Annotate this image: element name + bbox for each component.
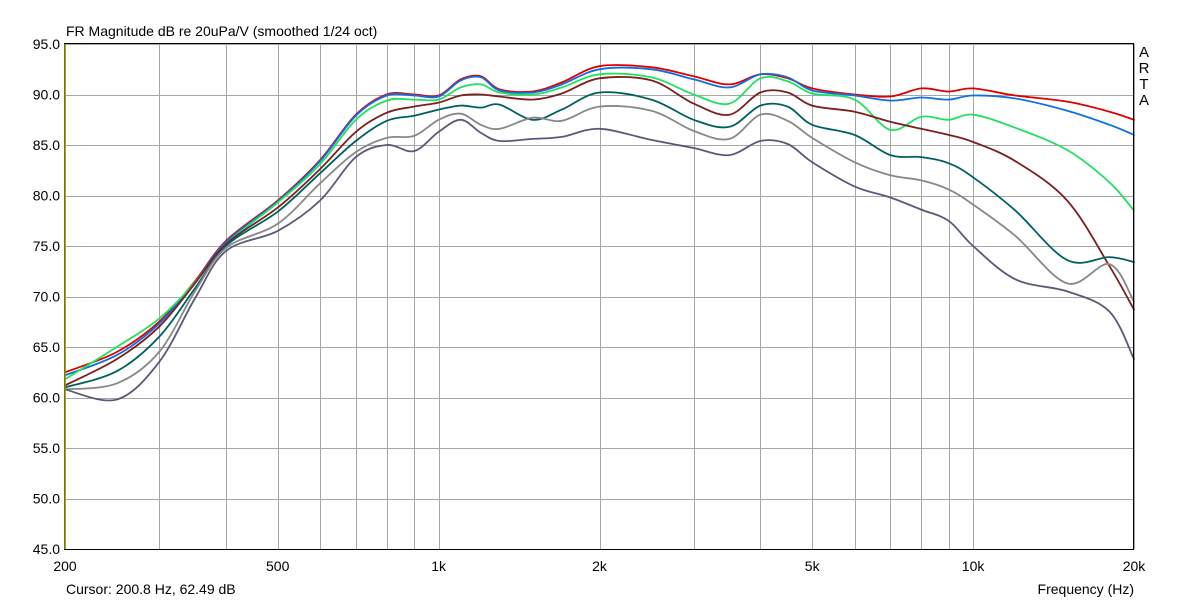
side-letter-3: A bbox=[1139, 92, 1149, 109]
side-letter-0: A bbox=[1139, 44, 1149, 61]
series-line-4 bbox=[64, 91, 1135, 389]
x-tick-label-6: 20k bbox=[1123, 558, 1147, 574]
y-tick-label-10: 95.0 bbox=[33, 36, 60, 52]
cursor-readout: Cursor: 200.8 Hz, 62.49 dB bbox=[66, 581, 236, 597]
x-tick-label-5: 10k bbox=[962, 558, 986, 574]
series-line-2 bbox=[64, 72, 1135, 381]
x-tick-labels: 200 500 1k 2k 5k 10k 20k bbox=[53, 558, 1146, 574]
side-letter-2: T bbox=[1139, 76, 1148, 93]
y-tick-labels: 45.0 50.0 55.0 60.0 65.0 70.0 75.0 80.0 85.0 90.0… bbox=[33, 36, 60, 557]
series-line-6 bbox=[64, 118, 1135, 402]
y-tick-label-2: 55.0 bbox=[33, 440, 60, 456]
y-tick-label-7: 80.0 bbox=[33, 188, 60, 204]
series-line-5 bbox=[64, 105, 1135, 391]
x-tick-label-2: 1k bbox=[431, 558, 447, 574]
y-tick-label-9: 90.0 bbox=[33, 87, 60, 103]
y-tick-label-6: 75.0 bbox=[33, 238, 60, 254]
y-tick-label-3: 60.0 bbox=[33, 390, 60, 406]
x-tick-label-3: 2k bbox=[592, 558, 608, 574]
x-tick-label-0: 200 bbox=[53, 558, 77, 574]
y-tick-label-5: 70.0 bbox=[33, 289, 60, 305]
series-lines bbox=[64, 64, 1135, 402]
grid-lines bbox=[65, 44, 1135, 550]
y-tick-label-1: 50.0 bbox=[33, 491, 60, 507]
y-tick-label-0: 45.0 bbox=[33, 541, 60, 557]
x-tick-label-1: 500 bbox=[266, 558, 290, 574]
y-tick-label-4: 65.0 bbox=[33, 339, 60, 355]
y-tick-label-8: 85.0 bbox=[33, 137, 60, 153]
x-axis-label: Frequency (Hz) bbox=[1038, 581, 1134, 597]
side-letter-1: R bbox=[1139, 60, 1150, 77]
chart-title: FR Magnitude dB re 20uPa/V (smoothed 1/2… bbox=[66, 23, 377, 39]
series-line-3 bbox=[64, 76, 1135, 387]
x-tick-label-4: 5k bbox=[805, 558, 821, 574]
